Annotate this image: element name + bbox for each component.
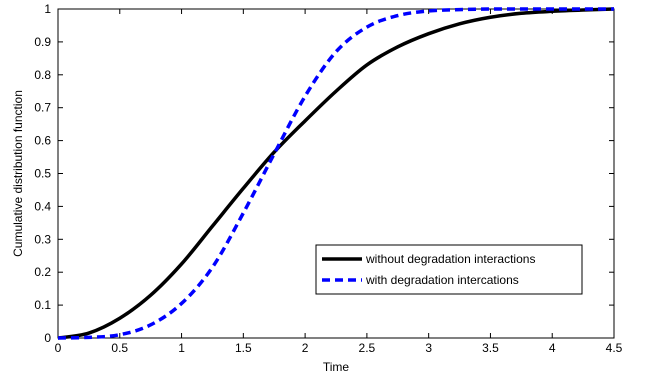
y-tick-label: 0.8 [34, 68, 51, 82]
x-tick-label: 0 [55, 341, 62, 355]
x-tick-label: 4 [549, 341, 556, 355]
x-tick-label: 4.5 [606, 341, 623, 355]
y-tick-label: 0.7 [34, 101, 51, 115]
x-tick-label: 1.5 [235, 341, 252, 355]
series-line-with-degradation [57, 7, 614, 340]
x-tick-label: 2.5 [359, 341, 376, 355]
series-line-without-degradation [57, 7, 615, 340]
legend-label-with-degradation: with degradation intercations [365, 273, 519, 287]
legend: without degradation interactions with de… [315, 244, 583, 295]
x-tick-label: 2 [302, 341, 309, 355]
legend-label-without-degradation: without degradation interactions [365, 252, 535, 266]
legend-box [315, 244, 583, 295]
y-tick-label: 0.6 [34, 134, 51, 148]
x-tick-label: 0.5 [111, 341, 128, 355]
ticks-layer: 0 0.5 1 1.5 2 2.5 3 3.5 4 4.5 0 0.1 0.2 0.3 0.4 0.5 0.6 0… [34, 2, 622, 355]
y-axis-label: Cumulative distribution function [11, 90, 25, 257]
x-axis-label: Time [323, 360, 350, 374]
y-tick-label: 0.2 [34, 265, 51, 279]
y-tick-label: 0.4 [34, 199, 51, 213]
y-tick-label: 0.3 [34, 232, 51, 246]
y-tick-label: 0.1 [34, 298, 51, 312]
x-tick-label: 3 [425, 341, 432, 355]
x-tick-label: 3.5 [482, 341, 499, 355]
y-tick-label: 0.5 [34, 167, 51, 181]
series-layer [57, 7, 615, 340]
x-tick-label: 1 [178, 341, 185, 355]
y-tick-label: 0.9 [34, 35, 51, 49]
y-tick-label: 1 [44, 2, 51, 16]
y-tick-label: 0 [44, 331, 51, 345]
